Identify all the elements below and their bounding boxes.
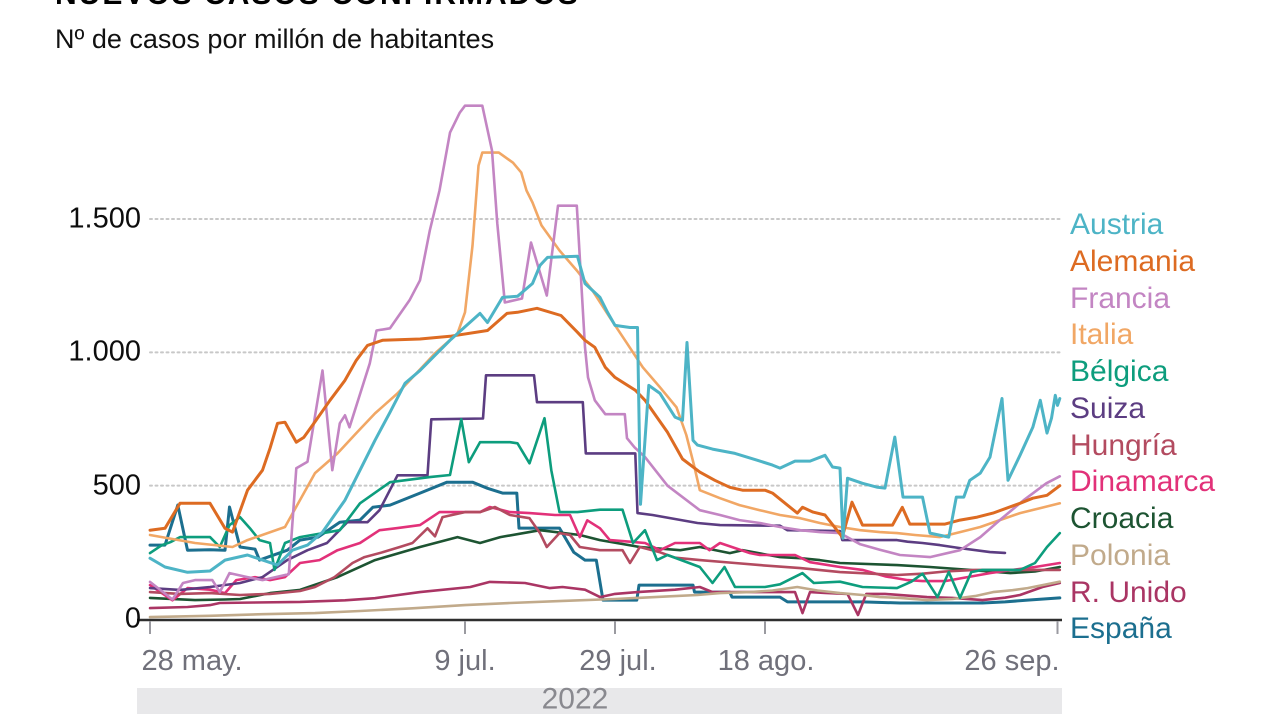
legend-item-Alemania: Alemania [1070, 244, 1196, 278]
legend-item-Hungría: Hungría [1070, 428, 1177, 462]
series-line-Dinamarca [148, 505, 1062, 602]
series-line-R. Unido [148, 580, 1062, 617]
legend-item-Italia: Italia [1070, 318, 1134, 352]
legend-item-Polonia: Polonia [1070, 538, 1171, 572]
x-tick-label-18 ago.: 18 ago. [717, 645, 815, 677]
y-tick-label-1.500: 1.500 [68, 202, 141, 235]
legend-item-Dinamarca: Dinamarca [1070, 465, 1216, 499]
series-line-Polonia [148, 580, 1062, 619]
y-tick-label-1.000: 1.000 [68, 335, 141, 368]
legend-item-Francia: Francia [1070, 281, 1171, 315]
series-line-Italia [148, 151, 1062, 549]
series-line-España [148, 480, 1062, 605]
period-band: 2022 [137, 683, 1062, 716]
series-line-Austria [148, 254, 1062, 574]
x-tick-label-26 sep.: 26 sep. [964, 645, 1060, 677]
x-tick-label-9 jul.: 9 jul. [434, 645, 496, 677]
series-line-Suiza [148, 373, 1007, 592]
page-subtitle: Nº de casos por millón de habitantes [55, 24, 495, 54]
legend: Austria Alemania Francia Italia Bélgica Suiza… [1070, 207, 1215, 648]
page-title: NUEVOS CASOS CONFIRMADOS [55, 0, 580, 12]
legend-item-Croacia: Croacia [1070, 502, 1174, 535]
series-line-Bélgica [148, 416, 1062, 600]
legend-item-Bélgica: Bélgica [1070, 355, 1169, 388]
y-tick-label-0: 0 [124, 602, 141, 635]
series-line-Alemania [148, 306, 1062, 539]
y-tick-label-500: 500 [92, 469, 141, 502]
legend-item-Austria: Austria [1070, 208, 1164, 241]
series-line-Croacia [148, 528, 1062, 602]
series-line-Hungría [148, 505, 1062, 597]
series-line-Francia [148, 104, 1062, 601]
legend-item-R. Unido: R. Unido [1070, 575, 1187, 609]
x-tick-label-28 may.: 28 may. [141, 645, 243, 677]
legend-item-Suiza: Suiza [1070, 391, 1146, 425]
x-tick-label-29 jul.: 29 jul. [579, 645, 657, 677]
period-label: 2022 [541, 682, 609, 716]
legend-item-España: España [1070, 612, 1172, 646]
